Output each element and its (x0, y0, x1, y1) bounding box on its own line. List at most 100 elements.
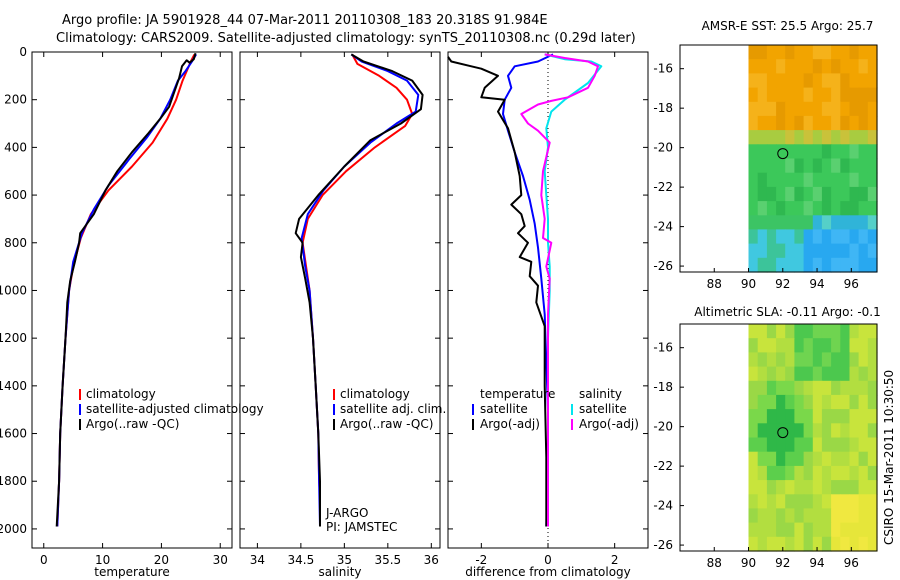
salinity-panel: 34 34.5 35 35.5 36 salinity climatologysatelli… (239, 51, 446, 579)
sst_map-cell (794, 229, 805, 245)
sla_map-cell (794, 380, 805, 396)
sla_map-cell (748, 437, 759, 453)
sla_map-cell (858, 380, 869, 396)
salinity-xtick-label: 34 (250, 553, 265, 567)
sst_map-cell (821, 257, 832, 273)
sst_map-cell (831, 73, 841, 89)
sla_map-cell (776, 394, 786, 410)
sla_map-cell (821, 380, 832, 396)
sla_map-cell (858, 451, 869, 467)
sla_map-cell (803, 409, 814, 424)
sst_map-cell (757, 59, 768, 74)
sst_map-cell (757, 115, 768, 131)
salinity-series-argo-raw-qc- (294, 53, 424, 527)
sla_map-cell (776, 324, 786, 339)
sst_map-cell (858, 186, 869, 202)
sst_map-cell (785, 172, 795, 188)
sla_map-cell (766, 352, 777, 368)
sla_map-cell (785, 380, 795, 396)
sst_map-cell (803, 130, 814, 145)
sst_map-cell (748, 73, 759, 89)
sla_map-cell (812, 324, 823, 339)
figure-title-line2: Climatology: CARS2009. Satellite-adjuste… (56, 31, 636, 46)
sla_map-cell (849, 352, 860, 368)
sla_map-cell (794, 366, 805, 382)
sla_map-cell (794, 536, 805, 552)
sst_map-cell (776, 87, 786, 103)
sst_map-cell (831, 130, 841, 145)
difference-legend-label: temperature (480, 387, 555, 401)
sst_map-cell (849, 59, 860, 74)
sst_map-cell (794, 101, 805, 117)
sla_map-xtick-label: 96 (844, 556, 859, 570)
sla_map-cell (757, 380, 768, 396)
sla_map-cell (831, 536, 841, 552)
sla_map-ytick-label: -24 (653, 499, 673, 513)
sst_map-cell (748, 215, 759, 231)
sst_map-cell (858, 172, 869, 188)
sst_map-cell (840, 87, 851, 103)
sst_map-cell (831, 243, 841, 259)
sst_map-cell (748, 101, 759, 117)
sst_map-argo-location-marker (777, 148, 789, 160)
sla_map-cell (840, 366, 851, 382)
sst_map-cell (858, 257, 869, 273)
temperature-xlabel: temperature (94, 565, 169, 579)
temperature-ytick-label: 1800 (0, 474, 27, 488)
sst_map-cell (831, 257, 841, 273)
sst_map-cell (867, 115, 878, 131)
sst_map-cell (821, 243, 832, 259)
sst_map-cell (776, 73, 786, 89)
sla_map-cell (803, 324, 814, 339)
sla_map-cell (821, 522, 832, 538)
sst_map-cell (867, 45, 878, 60)
salinity-xtick-label: 34.5 (288, 553, 315, 567)
timestamp-label: CSIRO 15-Mar-2011 10:30:50 (882, 370, 896, 545)
sst_map-cell (766, 186, 777, 202)
sst_map-cell (748, 243, 759, 259)
sla_map-cell (776, 338, 786, 353)
sla_map-cell (831, 465, 841, 481)
sst_map-cell (849, 130, 860, 145)
sla_map-xtick-label: 92 (775, 556, 790, 570)
sla_map-cell (794, 465, 805, 481)
sst_map-cell (840, 229, 851, 245)
sla_map-cell (840, 352, 851, 368)
sst_map-cell (840, 215, 851, 231)
sla_map-cell (748, 480, 759, 495)
sla_map-cell (867, 338, 878, 353)
sla_map-cell (831, 380, 841, 396)
sst_map-cell (776, 144, 786, 160)
sla_map-cell (803, 380, 814, 396)
sla_map-cell (858, 508, 869, 524)
sla_map-cell (849, 380, 860, 396)
sla_map-cell (840, 536, 851, 552)
temperature-series-climatology (56, 53, 196, 527)
sst_map-cell (840, 144, 851, 160)
sst_map-cell (785, 73, 795, 89)
sla_map-cell (766, 380, 777, 396)
sst_map-cell (849, 45, 860, 60)
sst_map-ytick-label: -24 (653, 220, 673, 234)
sla_map-cell (757, 366, 768, 382)
sla_map-cell (812, 437, 823, 453)
sla_map-cell (766, 465, 777, 481)
temperature-ytick-label: 1000 (0, 283, 27, 297)
sst_map-cell (766, 243, 777, 259)
sst_map-cell (757, 243, 768, 259)
sla_map-cell (858, 480, 869, 495)
difference-xtick-label: -2 (475, 553, 487, 567)
sla_map-cell (766, 536, 777, 552)
sst_map-cell (867, 59, 878, 74)
sla_map-cell (867, 409, 878, 424)
sst_map-cell (867, 229, 878, 245)
sst_map-cell (867, 87, 878, 103)
sst_map-cell (849, 172, 860, 188)
sla_map-cell (812, 536, 823, 552)
sst_map-cell (757, 186, 768, 202)
sla_map-cell (748, 536, 759, 552)
sst_map-cell (794, 243, 805, 259)
sst_map-cell (867, 144, 878, 160)
sst_map-cell (831, 144, 841, 160)
